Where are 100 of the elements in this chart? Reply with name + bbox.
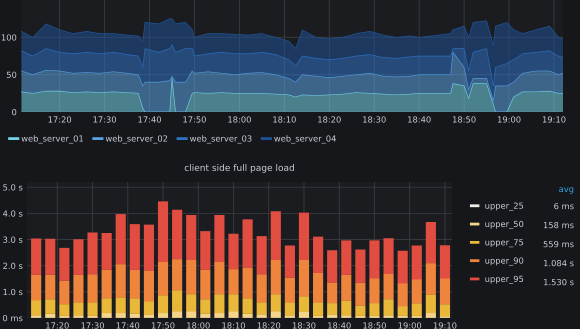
bar [313,236,324,274]
bar [384,299,394,316]
bar [200,231,210,270]
bar [440,245,450,279]
legend-label: upper_50 [485,220,524,229]
bar [426,263,436,295]
bar [116,313,126,318]
bar [45,314,56,318]
bar [214,262,224,294]
bar [73,239,84,275]
bar [144,314,154,318]
bar [228,234,239,270]
legend-label: web_server_04 [274,135,336,144]
y-tick-label: 3.0 s [3,236,22,243]
bar [398,306,408,316]
bar [102,298,112,314]
bar [355,249,366,283]
bar [31,238,42,275]
bar [130,224,140,270]
legend-label: upper_90 [485,257,524,266]
bar [426,294,436,314]
bar [116,264,126,298]
bar [256,314,267,318]
bar [228,294,239,312]
y-tick-label: 4.0 s [3,210,22,217]
bar [298,212,310,260]
x-tick-label: 18:40 [328,322,351,329]
bar [426,313,436,318]
bar [144,270,154,302]
x-tick-label: 17:20 [48,116,72,123]
bar [158,313,168,318]
bar [355,306,366,316]
bar [214,214,224,262]
x-tick-label: 18:40 [408,116,431,123]
bar [313,302,324,316]
x-tick-label: 18:50 [453,116,476,123]
x-tick-label: 18:20 [318,116,341,123]
bar [242,219,253,268]
y-tick-label: 5.0 s [3,184,22,191]
bar [440,304,450,316]
legend-label: web_server_01 [22,135,83,144]
bar [73,302,84,316]
bar [87,302,98,316]
bar [384,238,394,274]
legend-label: web_server_02 [106,135,168,144]
bar [242,268,253,298]
x-tick-label: 18:20 [258,322,280,329]
bar [158,262,168,296]
bar [369,303,380,316]
x-tick-label: 18:30 [363,116,386,123]
bar [228,311,239,318]
bar [270,211,281,260]
bar [270,311,281,318]
bar [130,270,140,298]
bar [144,224,154,271]
bar [102,233,112,270]
bar [256,302,267,314]
bar [158,201,168,262]
bar [102,313,112,318]
x-tick-label: 17:20 [46,322,69,329]
bar [327,303,338,315]
bar [341,315,352,318]
bar [45,274,56,300]
bar [313,273,324,303]
bar [102,270,112,298]
bar [186,294,196,312]
x-tick-label: 18:00 [228,116,251,123]
bar [341,274,352,301]
bar [130,314,140,318]
legend-label: web_server_03 [190,135,252,144]
bar [369,278,380,304]
bar [327,282,338,304]
bar [87,232,98,274]
bar [355,282,366,306]
bar [200,314,210,318]
legend-label: upper_75 [485,239,524,248]
bar [45,299,56,314]
bar [59,304,70,316]
bar [130,298,140,314]
chart-title: client side full page load [184,164,294,173]
bar [398,250,408,284]
bar [31,300,42,316]
bar [242,298,253,314]
bar [256,274,267,303]
x-tick-label: 19:10 [434,322,456,329]
x-tick-label: 19:00 [398,322,422,329]
y-tick-label: 1.0 s [4,288,22,296]
legend-label: upper_25 [485,202,524,211]
bar [59,280,70,304]
x-tick-label: 17:40 [138,116,161,123]
bar [369,240,380,279]
bar [116,298,126,314]
y-tick-label: 0 [12,108,16,116]
bar [172,210,182,260]
bar [298,296,310,312]
bar [384,274,394,300]
bar [327,250,338,283]
y-tick-label: 2.0 s [3,262,22,269]
x-tick-label: 17:50 [152,322,174,329]
bar [341,300,352,316]
